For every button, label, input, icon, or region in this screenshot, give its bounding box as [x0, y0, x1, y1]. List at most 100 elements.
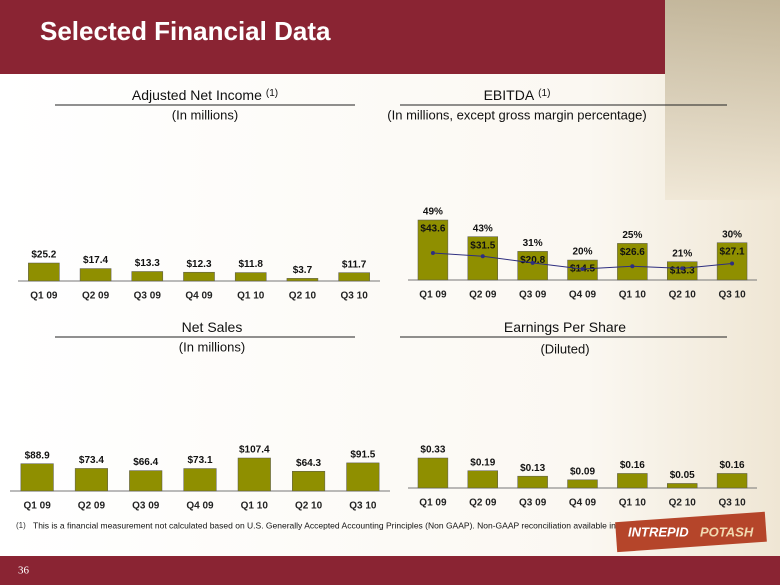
data-label: $0.19	[470, 457, 495, 468]
data-label: $13.3	[670, 265, 695, 276]
chart-title: Earnings Per Share	[504, 319, 626, 335]
chart-title-text: Adjusted Net Income	[132, 87, 262, 103]
slide-title: Selected Financial Data	[40, 16, 331, 46]
bar	[667, 261, 698, 281]
x-tick-label: Q1 09	[419, 498, 447, 509]
x-tick-label: Q3 10	[349, 501, 377, 512]
data-label: $0.16	[720, 460, 745, 471]
x-tick-label: Q1 10	[241, 501, 269, 512]
x-tick-label: Q2 10	[295, 501, 323, 512]
data-label: $64.3	[296, 458, 321, 469]
data-label: $43.6	[420, 224, 445, 235]
bar	[79, 268, 112, 282]
data-label: $0.13	[520, 463, 545, 474]
x-tick-label: Q2 10	[669, 498, 697, 509]
bar	[617, 473, 648, 489]
header-band	[0, 0, 665, 74]
data-label: $73.4	[79, 455, 104, 466]
bar	[28, 262, 60, 282]
x-tick-label: Q2 09	[469, 498, 497, 509]
chart-title: Adjusted Net Income (1)	[132, 87, 278, 103]
x-tick-label: Q1 10	[619, 498, 647, 509]
data-label: $17.4	[83, 255, 108, 266]
data-label: $73.1	[187, 455, 212, 466]
bar	[517, 475, 548, 489]
x-tick-label: Q3 10	[718, 290, 746, 301]
title-note: (1)	[266, 88, 278, 99]
chart-subtitle: (In millions)	[172, 107, 238, 122]
bar	[467, 236, 498, 281]
x-tick-label: Q2 09	[469, 290, 497, 301]
margin-point	[530, 260, 535, 265]
data-label: $0.05	[670, 470, 695, 481]
chart-subtitle: (In millions)	[179, 339, 245, 354]
data-label: $25.2	[31, 250, 56, 261]
margin-point	[680, 266, 685, 271]
bar	[183, 271, 215, 282]
x-tick-label: Q4 09	[569, 498, 597, 509]
x-tick-label: Q2 10	[669, 290, 697, 301]
x-tick-label: Q3 10	[341, 291, 369, 302]
bar	[286, 278, 319, 282]
header-image	[665, 0, 780, 200]
bar	[234, 272, 267, 282]
data-label: $26.6	[620, 247, 645, 258]
bar	[131, 271, 164, 282]
margin-point	[580, 266, 585, 271]
logo-word: INTREPID	[628, 524, 689, 539]
bar	[20, 463, 54, 492]
chart-panel: EBITDA (1) (In millions, except gross marg…	[387, 87, 757, 301]
chart-panel: Earnings Per Share (Diluted) $0.33 $0.19 $0.…	[400, 319, 757, 509]
margin-point	[480, 254, 485, 259]
chart-subtitle: (In millions, except gross margin percen…	[387, 107, 646, 122]
bar	[346, 462, 380, 492]
bar	[338, 272, 370, 282]
data-label: $31.5	[470, 240, 495, 251]
margin-point	[430, 251, 435, 255]
x-tick-label: Q3 09	[519, 498, 547, 509]
logo-box	[615, 511, 767, 553]
chart-title: EBITDA (1)	[484, 87, 551, 103]
data-label: $3.7	[293, 265, 313, 276]
x-tick-label: Q3 09	[134, 291, 162, 302]
x-tick-label: Q3 10	[718, 498, 746, 509]
data-label: $13.3	[135, 258, 160, 269]
data-label: $91.5	[350, 450, 375, 461]
bar	[716, 242, 748, 281]
x-tick-label: Q1 09	[24, 501, 52, 512]
x-tick-label: Q1 09	[419, 290, 447, 301]
data-label: $0.16	[620, 460, 645, 471]
bar	[517, 251, 548, 281]
chart-title-text: Net Sales	[182, 319, 243, 335]
data-label: $107.4	[239, 445, 270, 456]
footnote-marker: (1)	[16, 521, 26, 530]
bar	[567, 479, 598, 489]
chart-panel: Net Sales (In millions) $88.9 $73.4 $66.4 $73…	[10, 319, 390, 512]
data-label: $66.4	[133, 457, 158, 468]
data-label: $20.8	[520, 255, 545, 266]
data-label: $27.1	[720, 246, 745, 257]
bar	[667, 483, 698, 489]
percent-label: 21%	[672, 248, 692, 259]
data-label: $0.09	[570, 466, 595, 477]
bar	[129, 470, 163, 492]
x-tick-label: Q1 10	[237, 291, 265, 302]
x-tick-label: Q1 09	[30, 291, 58, 302]
footer-band	[0, 556, 780, 585]
bar	[74, 468, 108, 492]
margin-point	[730, 261, 735, 266]
bar	[617, 243, 648, 281]
bar	[417, 219, 449, 281]
bar	[417, 457, 449, 489]
bar	[716, 473, 748, 489]
x-tick-label: Q3 09	[132, 501, 160, 512]
chart-subtitle: (Diluted)	[540, 341, 589, 356]
chart-title-text: EBITDA	[484, 87, 535, 103]
footnote-text: This is a financial measurement not calc…	[33, 520, 743, 530]
bar	[183, 468, 217, 492]
title-note: (1)	[538, 88, 550, 99]
data-label: $0.33	[420, 445, 445, 456]
x-tick-label: Q2 09	[78, 501, 106, 512]
